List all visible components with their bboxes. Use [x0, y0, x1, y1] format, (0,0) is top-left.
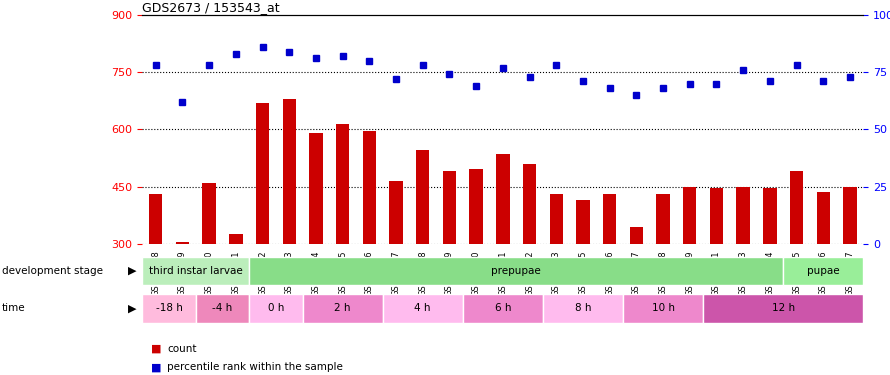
Text: 0 h: 0 h	[268, 303, 284, 313]
Text: ▶: ▶	[127, 266, 136, 276]
Text: ■: ■	[151, 344, 162, 354]
Text: -18 h: -18 h	[156, 303, 182, 313]
Text: GDS2673 / 153543_at: GDS2673 / 153543_at	[142, 1, 280, 14]
Text: count: count	[167, 344, 197, 354]
Bar	[196, 294, 249, 323]
Bar	[737, 186, 750, 358]
Bar	[523, 164, 537, 358]
Bar	[383, 294, 463, 323]
Bar	[443, 171, 457, 358]
Bar	[230, 234, 243, 358]
Bar	[710, 189, 724, 358]
Bar	[630, 226, 643, 358]
Text: time: time	[2, 303, 26, 313]
Bar	[684, 186, 697, 358]
Bar	[203, 183, 216, 358]
Text: 8 h: 8 h	[575, 303, 591, 313]
Bar	[336, 124, 350, 358]
Bar	[249, 256, 783, 285]
Bar	[764, 189, 777, 358]
Text: third instar larvae: third instar larvae	[149, 266, 243, 276]
Text: development stage: development stage	[2, 266, 102, 276]
Bar	[463, 294, 543, 323]
Bar	[790, 171, 804, 358]
Bar	[249, 294, 303, 323]
Bar	[497, 154, 510, 358]
Text: 6 h: 6 h	[495, 303, 511, 313]
Bar	[783, 256, 863, 285]
Bar	[150, 194, 163, 358]
Bar	[142, 256, 249, 285]
Text: 12 h: 12 h	[772, 303, 795, 313]
Bar	[703, 294, 863, 323]
Bar	[390, 181, 403, 358]
Bar	[623, 294, 703, 323]
Bar	[283, 99, 296, 358]
Bar	[543, 294, 623, 323]
Bar	[303, 294, 383, 323]
Bar	[603, 194, 617, 358]
Bar	[657, 194, 670, 358]
Bar	[310, 133, 323, 358]
Bar	[363, 131, 376, 358]
Bar	[417, 150, 430, 358]
Text: 10 h: 10 h	[651, 303, 675, 313]
Text: ■: ■	[151, 363, 162, 372]
Bar	[142, 294, 196, 323]
Text: percentile rank within the sample: percentile rank within the sample	[167, 363, 344, 372]
Text: ▶: ▶	[127, 303, 136, 313]
Bar	[844, 186, 857, 358]
Text: 2 h: 2 h	[335, 303, 351, 313]
Text: -4 h: -4 h	[213, 303, 232, 313]
Text: prepupae: prepupae	[491, 266, 541, 276]
Text: 4 h: 4 h	[415, 303, 431, 313]
Bar	[176, 242, 190, 358]
Bar	[550, 194, 563, 358]
Text: pupae: pupae	[807, 266, 839, 276]
Bar	[470, 170, 483, 358]
Bar	[577, 200, 590, 358]
Bar	[817, 192, 830, 358]
Bar	[256, 103, 270, 358]
